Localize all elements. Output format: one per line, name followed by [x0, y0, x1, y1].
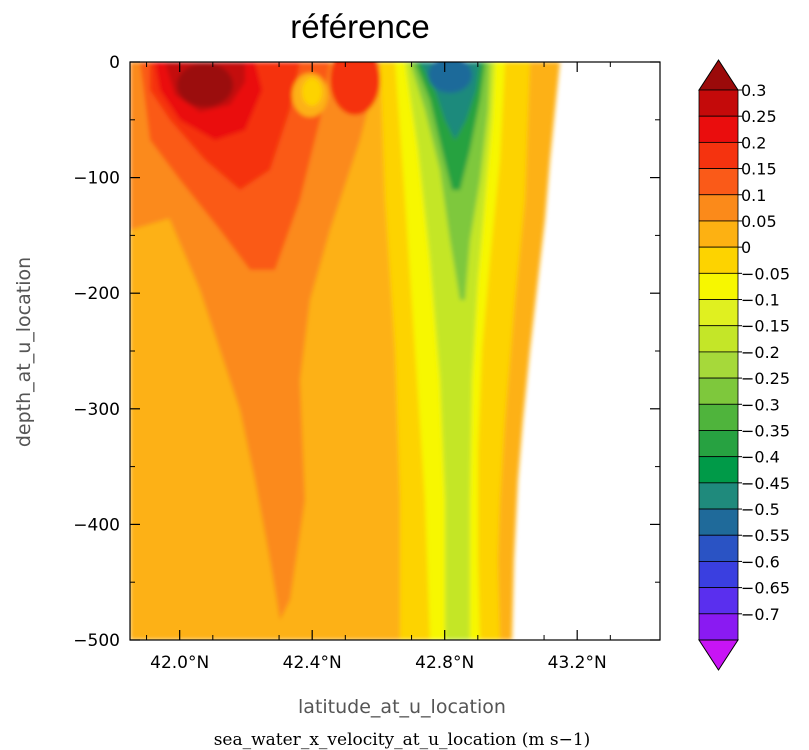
colorbar-label: −0.45 — [741, 474, 790, 493]
colorbar-box — [698, 587, 739, 615]
y-tick-label: −200 — [73, 284, 120, 304]
y-tick-label: −300 — [73, 400, 120, 420]
colorbar-box — [698, 482, 739, 510]
colorbar-box — [698, 534, 739, 562]
y-tick-label: −500 — [73, 631, 120, 651]
field-neg-core — [428, 62, 472, 93]
colorbar-box — [698, 299, 739, 327]
colorbar-max-triangle — [698, 59, 739, 91]
x-tick-label: 42.0°N — [150, 653, 209, 673]
colorbar-box — [698, 430, 739, 458]
colorbar-box — [698, 194, 739, 222]
colorbar-box — [698, 351, 739, 379]
colorbar-label: −0.3 — [741, 395, 780, 414]
y-tick-label: −400 — [73, 515, 120, 535]
colorbar-label: −0.65 — [741, 579, 790, 598]
x-ticks: 42.0°N 42.4°N 42.8°N 43.2°N — [146, 62, 611, 673]
colorbar-label: 0.05 — [741, 212, 777, 231]
colorbar-label: −0.1 — [741, 291, 780, 310]
chart-title: référence — [290, 8, 429, 45]
colorbar-box — [698, 403, 739, 431]
chart-caption: sea_water_x_velocity_at_u_location (m s−… — [214, 730, 591, 750]
field-core2-red — [330, 62, 380, 115]
colorbar-label: 0.25 — [741, 107, 777, 126]
colorbar-box — [698, 141, 739, 169]
colorbar-box — [698, 220, 739, 248]
colorbar-label: −0.7 — [741, 605, 780, 624]
colorbar-box — [698, 325, 739, 353]
x-tick-label: 43.2°N — [548, 653, 607, 673]
colorbar-box — [698, 561, 739, 589]
colorbar-label: −0.55 — [741, 526, 790, 545]
field-core2-yellow — [302, 78, 322, 106]
colorbar-label: 0.15 — [741, 160, 777, 179]
colorbar-label: 0.2 — [741, 133, 766, 152]
x-tick-label: 42.8°N — [415, 653, 474, 673]
colorbar-label: −0.4 — [741, 448, 780, 467]
colorbar-box — [698, 377, 739, 405]
colorbar-label: 0 — [741, 238, 751, 257]
velocity-field — [130, 62, 560, 640]
colorbar-label: −0.6 — [741, 552, 780, 571]
colorbar-box — [698, 115, 739, 143]
field-core-max — [177, 63, 233, 107]
y-tick-label: −100 — [73, 169, 120, 189]
colorbar: 0.3 0.25 0.2 0.15 0.1 0.05 0 −0.05 −0.1 −0.15 −0.2… — [698, 59, 790, 671]
y-ticks: 0 −100 −200 −300 −400 −500 — [73, 53, 660, 651]
colorbar-label: −0.2 — [741, 343, 780, 362]
colorbar-box — [698, 272, 739, 300]
colorbar-box — [698, 613, 739, 641]
colorbar-box — [698, 508, 739, 536]
colorbar-box — [698, 246, 739, 274]
colorbar-label: 0.1 — [741, 186, 766, 205]
colorbar-label: −0.25 — [741, 369, 790, 388]
colorbar-box — [698, 89, 739, 117]
colorbar-min-triangle — [698, 639, 739, 671]
y-axis-label: depth_at_u_location — [13, 257, 35, 447]
x-axis-label: latitude_at_u_location — [298, 696, 506, 718]
field-plume-orange-lower — [250, 380, 305, 620]
colorbar-label: −0.15 — [741, 317, 790, 336]
y-tick-label: 0 — [109, 53, 120, 73]
colorbar-label: 0.3 — [741, 81, 766, 100]
colorbar-box — [698, 168, 739, 196]
colorbar-label: −0.05 — [741, 264, 790, 283]
x-tick-label: 42.4°N — [283, 653, 342, 673]
colorbar-label: −0.35 — [741, 421, 790, 440]
colorbar-box — [698, 456, 739, 484]
colorbar-label: −0.5 — [741, 500, 780, 519]
